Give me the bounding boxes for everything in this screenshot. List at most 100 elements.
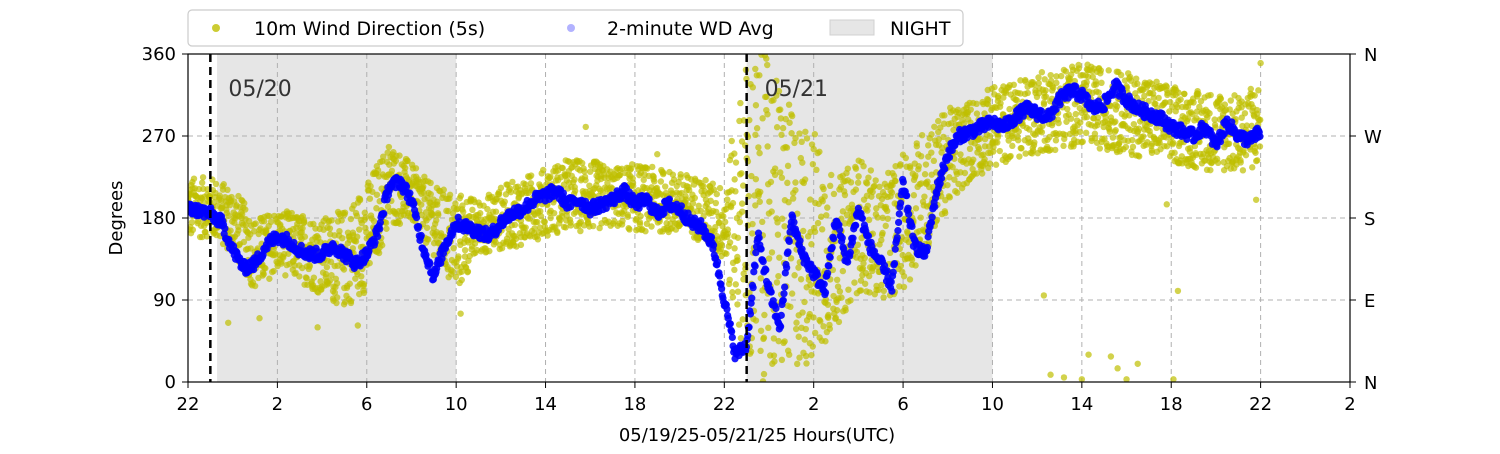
- y-tick-label: 360: [142, 44, 176, 65]
- wind-5s-point: [507, 188, 515, 196]
- avg-2min-point: [937, 174, 946, 182]
- wind-5s-point: [735, 321, 743, 328]
- wind-5s-point: [254, 245, 261, 252]
- wind-5s-point: [358, 273, 365, 280]
- avg-2min-point: [891, 245, 899, 253]
- wind-5s-point: [296, 273, 303, 280]
- wind-5s-point: [1006, 105, 1013, 113]
- wind-5s-point: [492, 208, 500, 215]
- wind-5s-point: [860, 260, 867, 267]
- wind-5s-point: [374, 167, 382, 174]
- legend-label-avg-2min: 2-minute WD Avg: [607, 18, 774, 40]
- wind-5s-point: [1122, 143, 1130, 151]
- wind-5s-point: [327, 258, 335, 266]
- wind-5s-point: [1031, 139, 1038, 146]
- wind-5s-point: [734, 301, 741, 308]
- wind-5s-point: [537, 213, 545, 220]
- wind-5s-point: [251, 282, 259, 290]
- wind-5s-point: [864, 202, 872, 209]
- wind-5s-point: [757, 188, 764, 196]
- wind-5s-point: [1175, 89, 1182, 96]
- wind-5s-point: [882, 222, 889, 230]
- wind-5s-point: [716, 184, 724, 192]
- wind-5s-point: [860, 162, 867, 170]
- wind-5s-point: [921, 171, 929, 178]
- wind-5s-outlier: [354, 322, 362, 329]
- avg-2min-point: [716, 272, 724, 280]
- avg-2min-point: [777, 311, 785, 319]
- wind-5s-point: [430, 251, 438, 259]
- wind-5s-point: [384, 203, 392, 210]
- wind-5s-point: [823, 212, 830, 219]
- wind-5s-point: [449, 210, 457, 217]
- wind-5s-point: [1184, 117, 1191, 125]
- wind-5s-point: [604, 179, 611, 187]
- wind-5s-point: [713, 190, 720, 198]
- wind-5s-point: [789, 195, 797, 202]
- avg-2min-point: [887, 278, 895, 286]
- wind-5s-point: [757, 327, 765, 334]
- avg-2min-point: [677, 202, 686, 210]
- wind-5s-outlier: [1107, 353, 1115, 360]
- wind-5s-point: [511, 221, 519, 229]
- wind-5s-point: [1214, 159, 1222, 167]
- wind-5s-point: [571, 187, 579, 195]
- wind-5s-point: [586, 182, 593, 189]
- wind-5s-point: [912, 262, 919, 269]
- wind-5s-point: [872, 177, 879, 184]
- wind-5s-point: [188, 219, 196, 226]
- wind-5s-point: [1190, 99, 1197, 106]
- wind-5s-point: [752, 317, 760, 324]
- wind-5s-point: [726, 239, 734, 246]
- wind-5s-point: [792, 325, 800, 333]
- wind-5s-point: [954, 189, 961, 196]
- wind-5s-point: [967, 106, 974, 113]
- wind-5s-point: [347, 215, 355, 223]
- wind-5s-outlier: [1085, 351, 1092, 358]
- wind-5s-point: [847, 179, 855, 186]
- legend: 10m Wind Direction (5s) 2-minute WD Avg NI…: [187, 9, 964, 47]
- wind-5s-point: [824, 301, 832, 308]
- wind-5s-point: [1257, 116, 1264, 124]
- wind-5s-point: [737, 99, 744, 107]
- wind-5s-point: [373, 191, 381, 198]
- wind-5s-point: [759, 218, 766, 226]
- avg-2min-point: [380, 210, 388, 218]
- wind-5s-point: [765, 324, 772, 332]
- wind-5s-point: [1255, 87, 1262, 94]
- wind-5s-point: [1064, 105, 1071, 113]
- wind-5s-point: [369, 188, 376, 195]
- wind-5s-point: [1251, 92, 1258, 99]
- wind-5s-point: [1009, 142, 1016, 150]
- wind-5s-point: [353, 212, 361, 220]
- wind-5s-point: [991, 84, 998, 91]
- avg-2min-point: [931, 203, 939, 211]
- wind-5s-point: [299, 225, 306, 232]
- wind-5s-point: [328, 271, 335, 279]
- wind-5s-point: [766, 198, 773, 205]
- wind-5s-point: [501, 198, 508, 205]
- wind-5s-point: [925, 142, 932, 149]
- wind-5s-point: [1057, 72, 1065, 80]
- wind-5s-point: [1135, 125, 1143, 132]
- wind-5s-point: [1254, 157, 1261, 164]
- wind-5s-point: [793, 319, 800, 326]
- wind-5s-point: [336, 227, 343, 235]
- wind-5s-point: [892, 177, 899, 185]
- wind-5s-point: [768, 208, 775, 215]
- wind-5s-outlier: [1040, 292, 1048, 299]
- wind-5s-point: [966, 145, 974, 153]
- wind-5s-point: [800, 227, 807, 235]
- wind-5s-outlier: [1114, 365, 1121, 372]
- wind-5s-point: [427, 179, 434, 187]
- wind-5s-point: [785, 101, 793, 108]
- wind-5s-point: [1097, 67, 1105, 74]
- wind-5s-point: [433, 217, 440, 224]
- wind-5s-point: [333, 294, 341, 301]
- avg-2min-point: [762, 266, 770, 274]
- wind-5s-point: [718, 242, 725, 249]
- avg-2min-point: [849, 234, 857, 242]
- wind-5s-point: [930, 157, 938, 165]
- wind-5s-point: [839, 267, 847, 275]
- legend-marker-wind-5s: [212, 24, 220, 32]
